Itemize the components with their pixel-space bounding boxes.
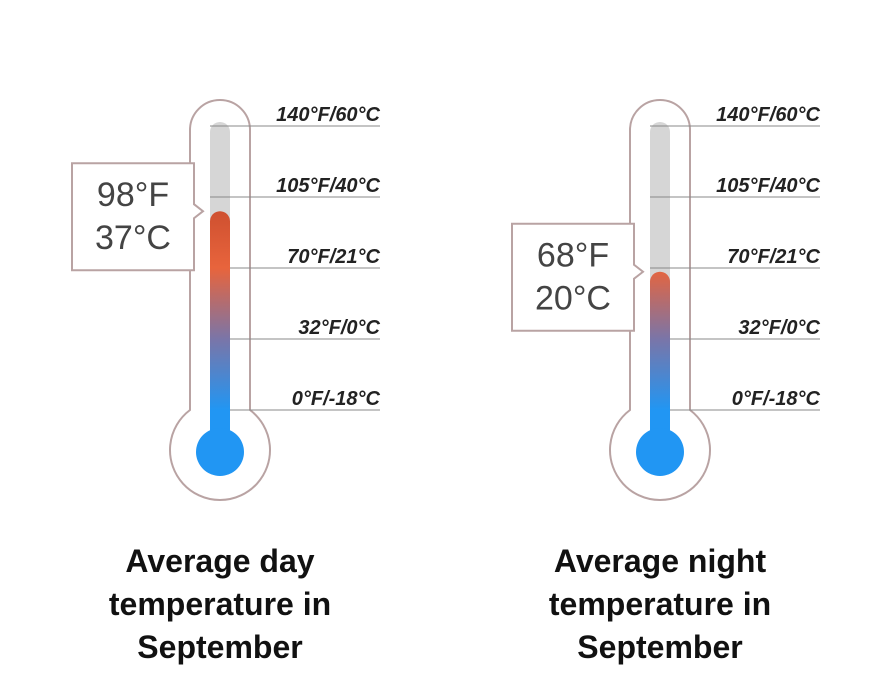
tick-label: 105°F/40°C [276, 175, 380, 197]
tick-label: 32°F/0°C [298, 317, 380, 339]
mercury [210, 211, 230, 452]
title: Average night temperature in September [548, 543, 772, 665]
tick-label: 140°F/60°C [276, 104, 380, 126]
celsius-label: 20°C [535, 280, 611, 318]
bulb [636, 428, 684, 476]
value-label: 98°F [97, 176, 169, 214]
value-label: 68°F [537, 237, 609, 275]
celsius-label: 37°C [95, 219, 171, 257]
callout-box [511, 222, 645, 332]
tick-label: 70°F/21°C [287, 246, 380, 268]
callout-box [71, 162, 205, 272]
title: Average day temperature in September [108, 543, 332, 665]
tick-label: 70°F/21°C [727, 246, 820, 268]
bulb [196, 428, 244, 476]
tick-label: 140°F/60°C [716, 104, 820, 126]
tick-label: 105°F/40°C [716, 175, 820, 197]
tick-label: 0°F/-18°C [732, 388, 821, 410]
tick-label: 32°F/0°C [738, 317, 820, 339]
mercury [650, 271, 670, 452]
tick-label: 0°F/-18°C [292, 388, 381, 410]
